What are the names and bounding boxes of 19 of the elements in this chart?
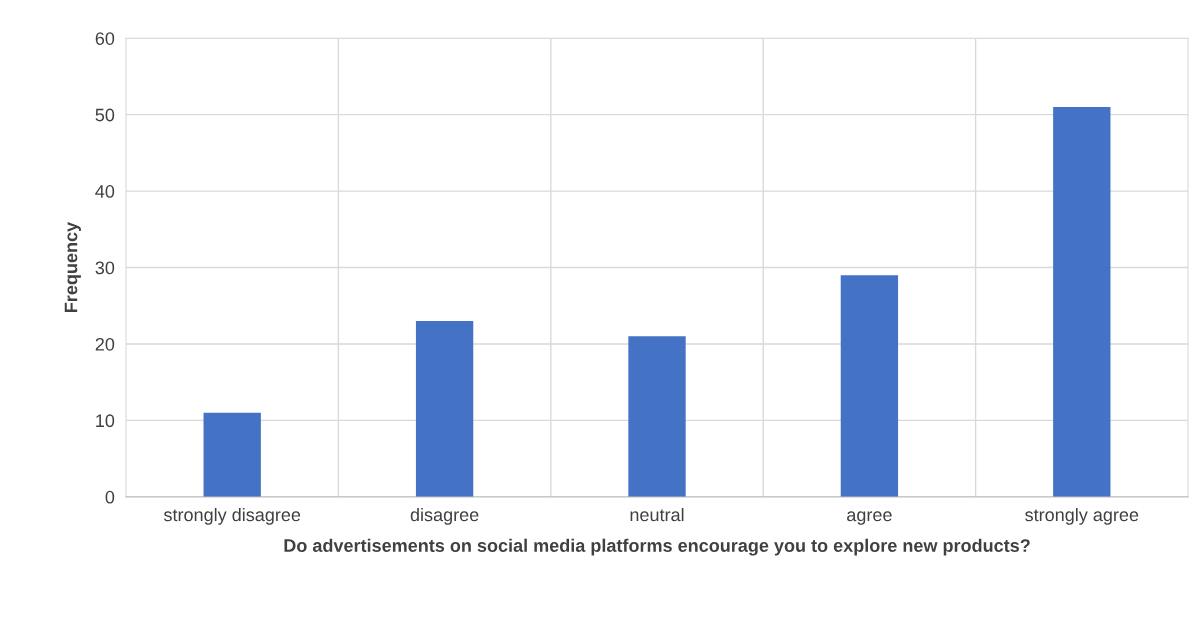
bar	[840, 275, 899, 497]
bar	[628, 336, 686, 497]
x-tick-label: strongly agree	[1025, 507, 1139, 525]
y-tick-label: 10	[96, 414, 115, 428]
y-tick-label: 20	[95, 337, 115, 351]
y-tick-label: 60	[95, 32, 115, 45]
y-axis-title: Frequency	[64, 221, 81, 312]
x-tick-label: disagree	[410, 507, 479, 525]
bar	[415, 321, 474, 497]
y-tick-label: 0	[105, 490, 115, 504]
bar	[203, 412, 261, 497]
x-axis-title: Do advertisements on social media platforms encourage you to explore new products?	[284, 538, 1030, 556]
x-tick-label: agree	[847, 511, 892, 525]
y-tick-label: 50	[95, 108, 115, 122]
y-tick-label: 30	[95, 261, 115, 275]
y-tick-label: 40	[95, 185, 115, 198]
bar	[1053, 107, 1111, 497]
x-tick-label: neutral	[630, 507, 684, 522]
x-tick-label: strongly disagree	[163, 507, 301, 525]
